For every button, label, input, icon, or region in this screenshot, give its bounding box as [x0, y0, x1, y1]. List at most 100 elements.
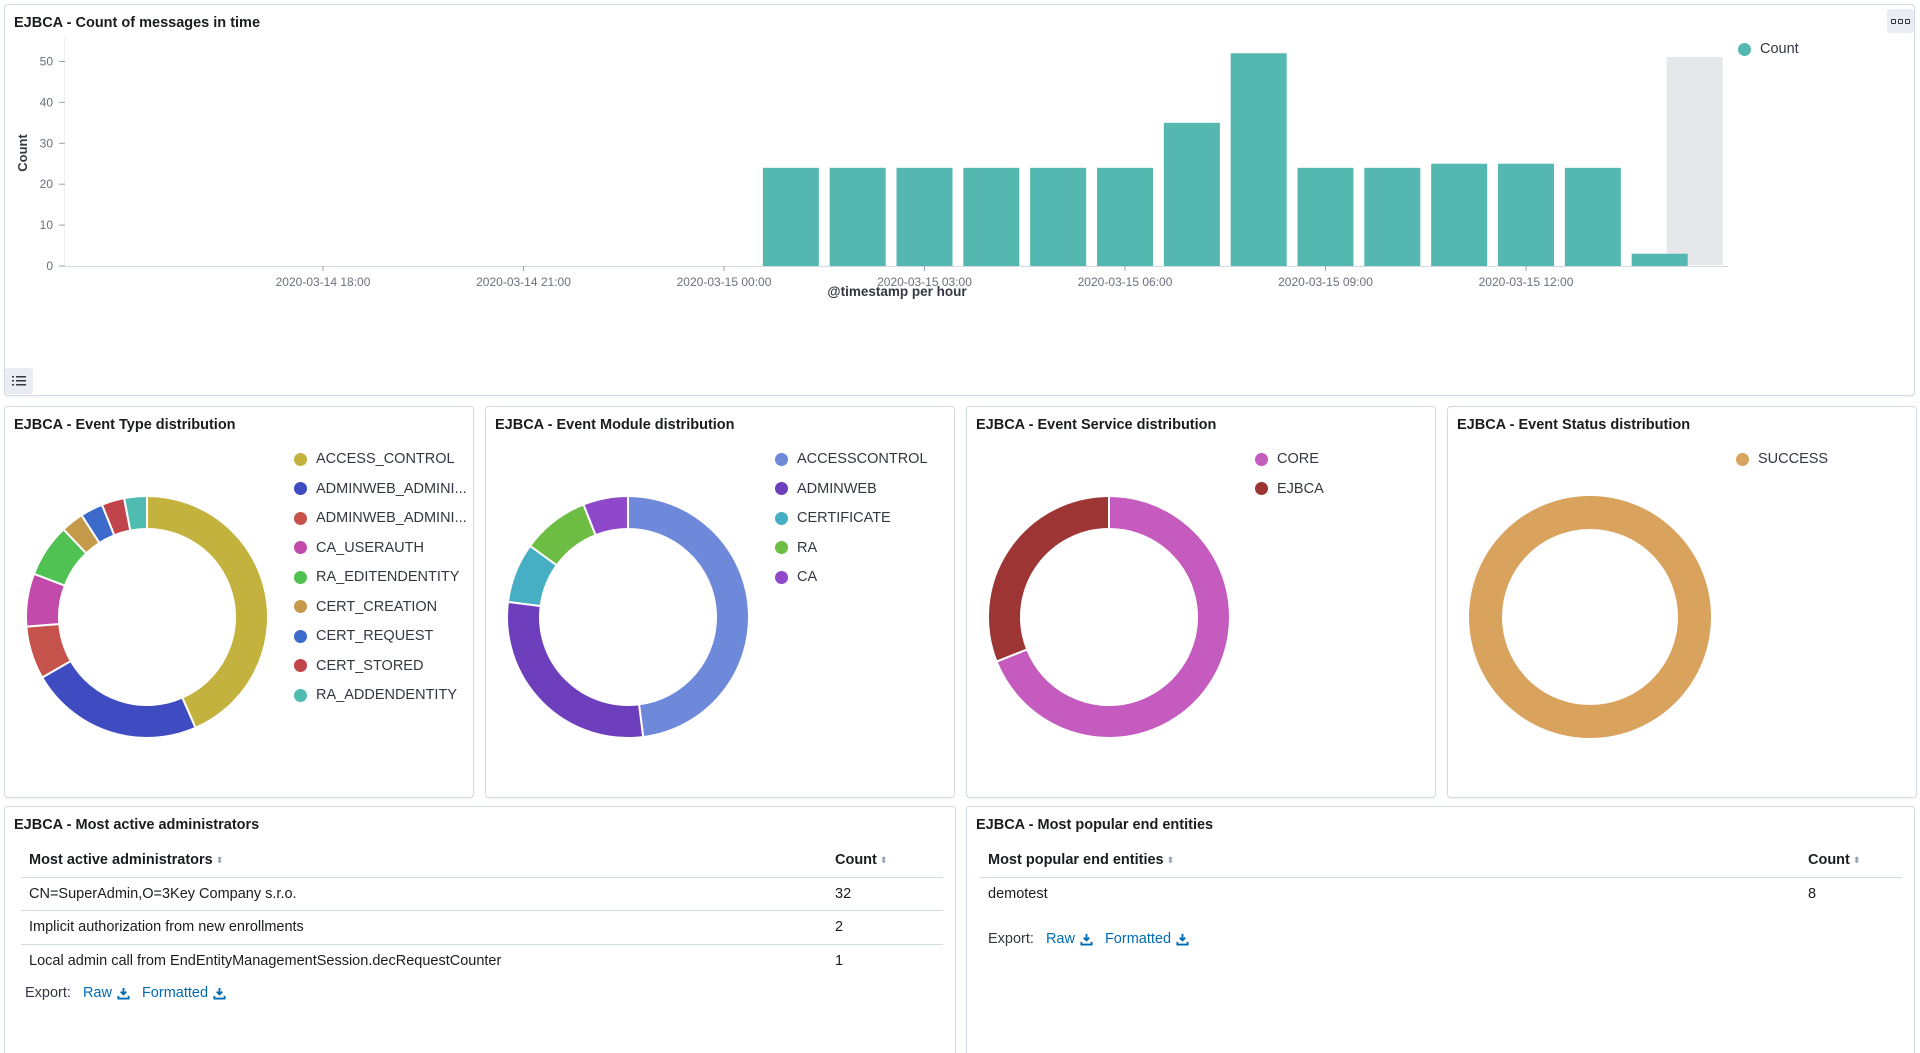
- x-tick-label: 2020-03-15 12:00: [1479, 275, 1574, 289]
- legend-item[interactable]: ADMINWEB: [775, 481, 928, 497]
- x-tick-label: 2020-03-15 09:00: [1278, 275, 1373, 289]
- legend-color-dot: [1255, 452, 1268, 466]
- slice[interactable]: [122, 494, 148, 532]
- legend-label: CERTIFICATE: [797, 510, 891, 526]
- export-bar: Export: Raw Formatted: [988, 931, 1189, 947]
- bar[interactable]: [896, 167, 953, 266]
- legend-toggle-button[interactable]: [5, 368, 33, 394]
- column-header-count[interactable]: Count ⬍: [827, 844, 943, 878]
- bar[interactable]: [1163, 122, 1220, 267]
- bar[interactable]: [1030, 167, 1087, 266]
- y-tick-label: 50: [40, 54, 54, 68]
- legend-label: ADMINWEB_ADMINI...: [316, 480, 467, 497]
- bar[interactable]: [762, 167, 819, 266]
- event-type-donut-chart: [25, 494, 269, 739]
- bar[interactable]: [1364, 167, 1421, 266]
- legend-color-dot: [294, 541, 307, 554]
- hover-highlight-column: [1666, 57, 1723, 265]
- sort-icon: ⬍: [1852, 854, 1861, 865]
- bar[interactable]: [1431, 163, 1488, 266]
- x-tick-label: 2020-03-14 21:00: [476, 275, 571, 289]
- legend-item[interactable]: CERT_STORED: [294, 658, 467, 674]
- legend-item[interactable]: SUCCESS: [1736, 451, 1828, 467]
- count-cell: 32: [827, 877, 943, 911]
- legend-item[interactable]: CERT_REQUEST: [294, 628, 467, 644]
- legend-label: RA_ADDENDENTITY: [316, 687, 457, 703]
- bar[interactable]: [1498, 163, 1554, 266]
- export-raw-link[interactable]: Raw: [1046, 931, 1093, 947]
- slice[interactable]: [1469, 496, 1711, 738]
- legend-item[interactable]: ADMINWEB_ADMINI...: [294, 481, 467, 497]
- legend-label: ACCESSCONTROL: [797, 451, 928, 467]
- legend-item[interactable]: ADMINWEB_ADMINI...: [294, 510, 467, 526]
- event-module-legend: ACCESSCONTROL ADMINWEB CERTIFICATE RA CA: [775, 451, 928, 585]
- legend-item[interactable]: CORE: [1255, 451, 1324, 467]
- export-raw-link[interactable]: Raw: [83, 985, 130, 1001]
- legend-item[interactable]: ACCESSCONTROL: [775, 451, 928, 467]
- slice[interactable]: [627, 494, 750, 739]
- legend-color-dot: [775, 570, 788, 584]
- download-icon: [1176, 933, 1189, 946]
- slice[interactable]: [146, 494, 269, 730]
- export-formatted-link[interactable]: Formatted: [142, 985, 226, 1001]
- legend-label: CA: [797, 569, 818, 585]
- most-popular-end-entities-panel: EJBCA - Most popular end entities Most p…: [966, 806, 1915, 1053]
- slice[interactable]: [506, 600, 645, 739]
- legend-color-dot: [775, 511, 788, 525]
- sort-icon: ⬍: [879, 854, 888, 865]
- y-tick-label: 20: [40, 177, 54, 191]
- column-header-entity[interactable]: Most popular end entities ⬍: [980, 844, 1800, 878]
- admin-cell: Local admin call from EndEntityManagemen…: [29, 953, 502, 969]
- count-cell: 2: [827, 910, 943, 945]
- legend-label: ADMINWEB_ADMINI...: [316, 510, 467, 526]
- count-cell: 8: [1808, 886, 1817, 902]
- event-status-panel: EJBCA - Event Status distribution SUCCES…: [1447, 406, 1917, 798]
- legend-color-dot: [294, 659, 307, 672]
- entity-cell: demotest: [988, 886, 1048, 902]
- legend-item[interactable]: RA_EDITENDENTITY: [294, 569, 467, 585]
- legend-item[interactable]: EJBCA: [1255, 481, 1324, 497]
- legend-label: CERT_CREATION: [316, 598, 438, 615]
- legend-color-dot: [294, 629, 307, 643]
- legend-label: CERT_STORED: [316, 657, 424, 674]
- legend-item-count[interactable]: Count: [1738, 41, 1799, 57]
- panel-options-button[interactable]: [1887, 9, 1914, 33]
- legend-color-dot: [294, 482, 307, 495]
- bar[interactable]: [829, 167, 886, 266]
- legend-item[interactable]: RA_ADDENDENTITY: [294, 687, 467, 703]
- y-tick-label: 30: [40, 136, 54, 150]
- y-axis-title: Count: [15, 134, 30, 172]
- legend-color-dot: [294, 511, 307, 525]
- slice[interactable]: [582, 494, 629, 537]
- legend-item[interactable]: CERTIFICATE: [775, 510, 928, 526]
- export-formatted-link[interactable]: Formatted: [1105, 931, 1189, 947]
- panel-title: EJBCA - Event Type distribution: [14, 417, 236, 433]
- legend-item[interactable]: CERT_CREATION: [294, 599, 467, 615]
- export-bar: Export: Raw Formatted: [25, 985, 226, 1001]
- legend-color-dot: [294, 600, 307, 613]
- count-cell: 1: [835, 953, 844, 969]
- legend-item[interactable]: CA_USERAUTH: [294, 540, 467, 556]
- slice[interactable]: [995, 494, 1231, 739]
- legend-item[interactable]: CA: [775, 569, 928, 585]
- bar[interactable]: [1631, 253, 1688, 266]
- y-tick-label: 40: [40, 95, 54, 109]
- bar[interactable]: [1564, 167, 1621, 266]
- legend-color-dot: [294, 688, 307, 702]
- legend-item[interactable]: RA: [775, 540, 928, 556]
- slice[interactable]: [40, 659, 197, 739]
- column-header-admin[interactable]: Most active administrators ⬍: [21, 844, 827, 878]
- bar[interactable]: [1097, 167, 1153, 266]
- legend-color-dot: [775, 482, 788, 495]
- count-in-time-panel: EJBCA - Count of messages in time 0 10 20 3…: [4, 4, 1915, 396]
- x-axis-title: @timestamp per hour: [827, 284, 967, 299]
- admin-cell: Implicit authorization from new enrollme…: [21, 910, 827, 945]
- bar[interactable]: [1297, 167, 1354, 266]
- slice[interactable]: [987, 494, 1110, 663]
- legend-label: CA_USERAUTH: [316, 539, 424, 556]
- bar[interactable]: [963, 167, 1020, 266]
- legend-label: RA_EDITENDENTITY: [316, 569, 460, 585]
- bar[interactable]: [1230, 53, 1287, 266]
- column-header-count[interactable]: Count ⬍: [1800, 844, 1902, 878]
- legend-item[interactable]: ACCESS_CONTROL: [294, 451, 467, 467]
